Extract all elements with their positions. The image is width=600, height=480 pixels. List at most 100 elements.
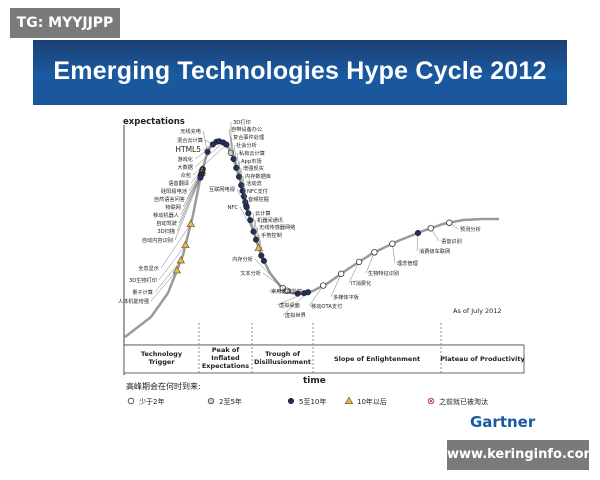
technology-label: 家用健康监控 [271,287,302,295]
gartner-logo: Gartner [470,413,536,431]
technology-label: 复合事件处理 [233,133,265,141]
legend-symbol [127,397,135,405]
technology-label: 虚拟桌面 [279,301,300,309]
technology-marker [243,204,250,211]
technology-label: 私有云计算 [239,149,265,157]
phase-label: Technology Trigger [141,350,183,366]
technology-label: 机器间通讯 [257,216,284,224]
technology-label: 3D打印 [233,118,251,126]
technology-marker [181,240,190,249]
leader-line [180,173,202,216]
technology-label: 社会分析 [236,141,257,149]
technology-label: App市场 [241,157,262,165]
leader-line [150,270,178,302]
leader-line [254,258,283,289]
legend: 少于2年 2至5年 5至10年 10年以后 之前就已被淘汰 [127,396,488,406]
technology-marker [230,155,237,163]
technology-label: 手势控制 [261,231,282,239]
leader-line [238,160,243,191]
leader-line [202,130,208,152]
technology-label: 互联网电视 [209,185,235,193]
technology-label: NFC支付 [247,187,268,195]
leader-line [176,175,202,232]
legend-label: 之前就已被淘汰 [439,397,488,406]
technology-label: 3D生物打印 [129,276,157,284]
leader-line [348,261,360,284]
technology-label: 自动内容识别 [142,236,173,244]
leader-line [392,243,396,264]
technology-label: 量子计算 [132,288,153,296]
technology-label: 语音识别 [441,237,462,245]
technology-marker [172,265,182,274]
leader-line [262,272,288,291]
leader-line [228,128,234,160]
legend-entry: 5至10年 [287,397,326,406]
technology-label: 生物特征识别 [368,269,399,277]
leader-line [330,273,342,298]
technology-label: 全息显示 [138,264,159,272]
phase-label: Slope of Enlightenment [334,355,420,363]
phase-labels: Technology Trigger Peak of Inflated Expectat… [141,346,526,370]
slide-title: Emerging Technologies Hype Cycle 2012 [53,57,547,85]
leader-line [282,292,309,316]
technology-label: 移动OTA支付 [311,302,342,310]
technology-marker [446,219,453,226]
technology-label: 移动机器人 [153,211,179,219]
leader-line [242,175,246,203]
technology-label: 物联网 [165,203,181,211]
technology-marker [414,229,422,237]
legend-entry: 少于2年 [127,397,164,406]
technology-label: 大数据 [177,163,193,171]
technology-label: 音频挖掘 [248,195,269,203]
technology-marker [186,219,195,227]
technology-marker [294,290,301,297]
technology-label: 游戏化 [177,155,193,163]
technology-label: 理念管理 [397,259,419,267]
technology-label: 混合云计算 [177,136,203,144]
technology-label: IT消费化 [351,279,371,287]
y-axis-label: expectations [123,117,185,127]
technology-marker [238,182,245,189]
leader-line [194,141,220,160]
leader-line [236,188,247,208]
technology-label: 自然语言问答 [154,195,186,203]
leader-line [230,136,237,168]
leader-line [254,219,259,248]
legend-label: 少于2年 [139,397,164,406]
technology-marker [260,257,267,264]
legend-label: 5至10年 [299,397,326,406]
technology-label: 多媒体平板 [333,293,360,301]
technology-marker [254,243,263,251]
leader-line [243,182,247,206]
leader-line [308,285,324,307]
technology-label: 无线充电 [180,127,201,135]
hype-cycle-chart: expectations time As of July 2012 Techno… [118,117,536,431]
technology-label: 自带设备办公 [231,125,262,133]
technology-label: 预测分析 [460,225,481,233]
technology-label: 自动驾驶 [156,219,177,227]
technology-marker [197,174,204,181]
technology-label: 无线传感器网络 [259,223,295,231]
technology-label: 内存分析 [232,255,253,263]
legend-entry: 2至5年 [207,397,242,406]
technology-marker [233,164,240,171]
phase-label: Trough of Disillusionment [254,350,311,366]
technology-label: 内存数据库 [245,172,271,180]
legend-title: 高峰期会在何时到来: [126,381,201,391]
technology-label: 语音翻译 [168,179,190,187]
leader-line [239,206,254,232]
technology-label: 活动流 [246,179,262,187]
technology-marker [176,255,186,264]
technology-marker [320,282,327,289]
technology-marker [371,249,378,256]
as-of-note: As of July 2012 [453,307,502,315]
leader-line [160,223,191,269]
leader-line [256,226,262,256]
technology-marker [355,258,363,266]
technology-label: 文本分析 [240,269,261,277]
leader-line [240,167,245,197]
hype-cycle-slide: expectations time As of July 2012 Techno… [33,105,567,440]
technology-label: 硅阳极电池 [161,187,187,195]
legend-entry: 10年以后 [344,396,387,406]
technology-label: 众包 [181,171,191,179]
